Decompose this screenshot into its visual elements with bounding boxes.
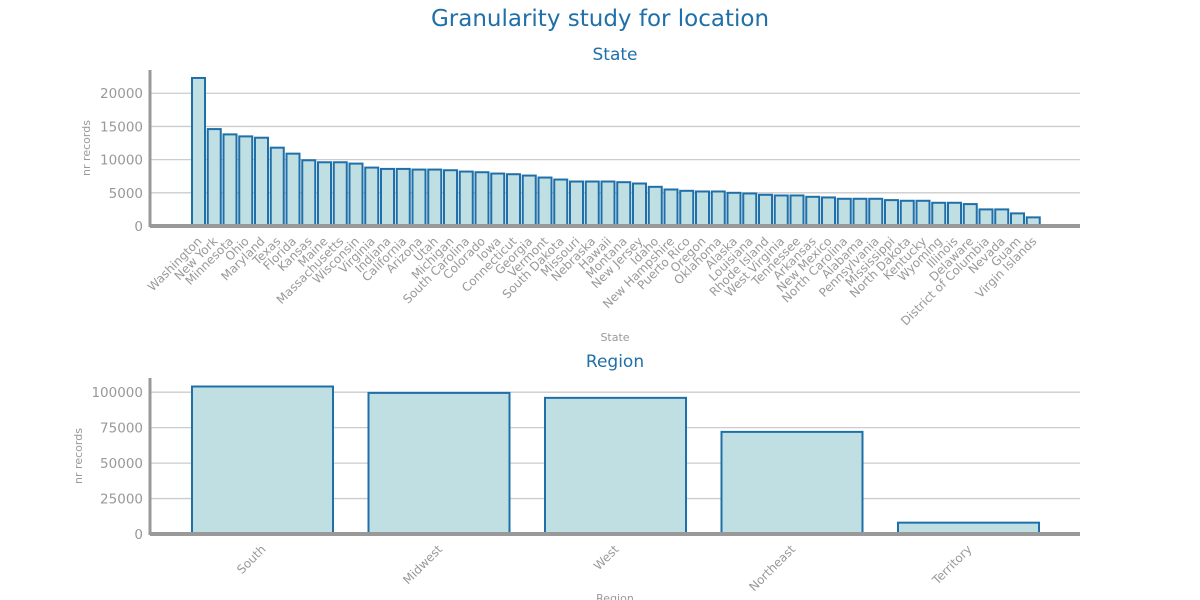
region-x-tick-label: Territory <box>929 542 975 588</box>
state-bar <box>191 76 206 227</box>
state-bar <box>868 197 884 227</box>
state-bar <box>269 146 285 228</box>
state-bar <box>254 136 269 227</box>
state-bar <box>789 194 805 228</box>
state-bar <box>380 167 395 228</box>
state-bar <box>600 180 616 228</box>
state-bar <box>710 190 726 227</box>
state-bar <box>915 199 931 228</box>
state-bar <box>632 182 647 227</box>
state-bar <box>773 194 789 228</box>
state-bar <box>758 193 773 228</box>
state-bar <box>317 161 332 227</box>
state-bar <box>663 188 679 228</box>
region-x-tick-label: South <box>234 542 269 577</box>
region-bar <box>191 385 334 535</box>
state-bar <box>852 197 868 227</box>
state-bar <box>884 199 899 228</box>
state-bar <box>742 192 758 227</box>
region-y-tick-label: 25000 <box>100 492 143 508</box>
state-y-tick-label: 10000 <box>100 153 143 169</box>
state-bar <box>238 135 254 227</box>
state-bar <box>301 159 317 227</box>
region-bar <box>367 391 511 535</box>
state-bar <box>553 178 569 228</box>
figure-title: Granularity study for location <box>430 6 770 32</box>
state-bar <box>537 176 553 227</box>
region-y-tick-label: 75000 <box>100 421 143 437</box>
region-bar <box>544 396 687 536</box>
state-bar <box>206 128 222 228</box>
region-x-tick-label: West <box>591 542 622 573</box>
state-bar <box>222 133 238 228</box>
state-bar <box>836 197 852 227</box>
state-y-tick-label: 5000 <box>109 186 143 202</box>
state-bar <box>679 189 695 227</box>
state-y-tick-label: 0 <box>134 219 143 235</box>
region-x-axis-label: Region <box>596 592 634 600</box>
state-bar <box>821 196 836 228</box>
state-bar <box>931 201 947 228</box>
state-bar <box>285 152 301 227</box>
region-y-tick-label: 100000 <box>91 385 143 401</box>
region-x-tick-label: Midwest <box>400 542 445 587</box>
state-y-tick-label: 15000 <box>100 119 143 135</box>
state-bar <box>348 162 364 228</box>
state-bar <box>994 208 1010 227</box>
state-chart-title: State <box>593 45 638 65</box>
state-bar <box>805 195 821 227</box>
state-bar <box>695 190 710 227</box>
state-bar <box>584 180 600 228</box>
state-bar <box>569 180 584 228</box>
state-bar <box>962 203 978 227</box>
state-bar <box>647 185 663 228</box>
state-bar <box>947 201 962 228</box>
state-x-axis-label: State <box>600 331 629 344</box>
region-bar <box>720 430 864 535</box>
region-x-tick-label: Northeast <box>746 542 798 594</box>
state-bar <box>332 161 348 227</box>
state-bar <box>616 181 632 228</box>
state-bar <box>899 199 915 228</box>
state-bar <box>395 167 411 228</box>
region-y-axis-label: nr records <box>72 428 85 484</box>
state-bar <box>427 168 443 227</box>
state-y-axis-label: nr records <box>80 120 93 176</box>
region-chart-title: Region <box>586 352 644 372</box>
state-bar <box>443 169 458 227</box>
state-bar <box>411 168 427 227</box>
state-bar <box>474 171 490 227</box>
region-y-tick-label: 50000 <box>100 456 143 472</box>
region-y-tick-label: 0 <box>134 527 143 543</box>
state-bar <box>726 191 742 228</box>
state-bar <box>490 172 506 228</box>
state-bar <box>458 170 474 228</box>
state-bar <box>978 208 994 227</box>
state-bar <box>364 166 380 227</box>
state-y-tick-label: 20000 <box>100 86 143 102</box>
state-bar <box>506 173 521 228</box>
state-bar <box>521 174 537 227</box>
